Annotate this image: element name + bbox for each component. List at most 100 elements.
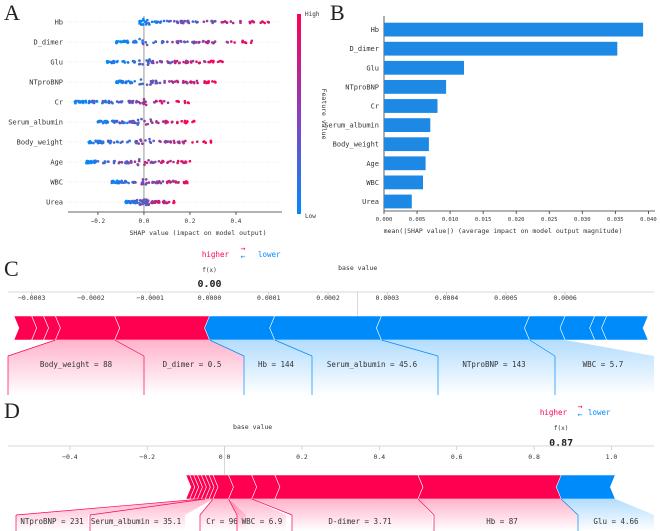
panel-a-point [112,161,116,165]
panel-a-xtick-label: 0.0 [139,218,150,225]
panel-a-point [168,80,171,83]
panel-a-point [181,160,184,163]
panel-c-label-hb-144-zone [209,340,312,395]
panel-a-point [140,117,143,121]
panel-a-plot: −0.2 0.0 0.2 0.4 Hb D_dimer Glu NTproBNP Cr Serum… [8,16,282,225]
panel-a-point [105,119,108,123]
panel-a-point [113,60,116,63]
panel-a-point [148,59,152,62]
panel-a-point [209,141,213,144]
panel-a-point [117,40,121,43]
panel-a-point [154,40,158,43]
panel-a-xtick-label: −0.2 [91,218,106,225]
panel-a-point [148,23,151,26]
panel-d-label-serum-albumin-35-1: Serum_albumin = 35.1 [91,517,181,526]
panel-b-xtick-label: 0.005 [409,217,426,223]
panel-a-point [172,139,176,143]
panel-a-point [172,160,175,164]
panel-c-fx-label: f(x) [202,267,216,274]
panel-a-point [198,61,202,64]
panel-b-category-label-urea: Urea [362,198,379,206]
panel-a-point [160,101,164,105]
panel-a-point [92,100,95,103]
panel-c-tick-label: −0.0002 [77,294,104,302]
panel-d-fx-label: f(x) [554,425,568,432]
panel-a-point [101,121,105,125]
panel-a-point [111,101,114,105]
panel-a-point [106,160,110,163]
panel-a-point [162,40,165,44]
panel-c-label-serum-albumin-45-6-guide [274,339,313,357]
panel-a-point [183,101,187,105]
panel-a-feature-label-hb: Hb [55,19,63,27]
panel-a-point [115,119,119,123]
panel-a-xtick-label: 0.4 [231,218,242,225]
panel-a-point [205,41,209,45]
panel-a-point [133,39,137,43]
panel-a-point [162,160,165,163]
panel-a-point [126,61,130,64]
panel-a-point [142,97,146,101]
panel-a-point [180,119,183,123]
panel-label-d: D [4,398,20,423]
panel-a-point [180,21,183,25]
panel-a-point [207,40,211,43]
panel-a-point [126,40,129,43]
panel-d-tick-label: −0.2 [139,453,155,461]
panel-a-point [147,181,151,184]
panel-a-point [136,118,140,122]
panel-c-tick-label: −0.0003 [18,294,45,302]
panel-a-point [139,199,143,202]
panel-a-point [112,141,116,144]
panel-c-label-body-weight-88-zone [8,340,144,395]
panel-a-point [152,61,155,65]
panel-a-point [214,81,217,84]
panel-a-point [229,20,233,23]
panel-a-point [164,201,168,204]
panel-a-point [175,40,179,43]
panel-b-bar-d-dimer [384,41,618,56]
panel-a-point [125,201,129,204]
panel-c-label-serum-albumin-45-6-zone [274,340,438,395]
panel-b-xtick-label: 0.010 [442,217,459,223]
panel-a-point [155,120,158,123]
panel-c-fx-value: 0.00 [197,279,221,290]
panel-a-feature-label-age: Age [50,159,63,167]
panel-a-point [109,139,112,143]
panel-a-point [185,180,189,184]
panel-a-point [144,123,148,126]
panel-a-point [214,19,217,23]
panel-c-lower-segment [524,315,566,341]
panel-a-point [183,181,187,185]
panel-a-point [124,161,127,164]
panel-a-point [162,120,166,123]
panel-a-point [191,120,194,124]
panel-a-point [163,140,167,144]
panel-c-label-hb-144: Hb = 144 [258,360,295,369]
panel-a-point [231,21,235,25]
panel-a-point [176,159,180,163]
panel-b-category-label-age: Age [366,160,379,168]
panel-a-point [145,43,149,47]
panel-a-point [233,41,236,44]
panel-a-point [142,100,146,103]
panel-a-point [152,41,155,45]
panel-a-point [127,79,130,83]
panel-d-tick-label: 0.6 [451,453,463,461]
panel-a-point [122,181,125,185]
panel-a-point [183,19,187,23]
panel-a-point [120,161,124,164]
panel-d-label-ntprobnp-231: NTproBNP = 231 [20,517,83,526]
panel-d-higher-segment [274,474,424,500]
panel-c-label-body-weight-88-guide [7,339,56,357]
panel-a-feature-label-cr: Cr [55,99,63,107]
panel-a-point [149,120,153,123]
panel-a-point [212,41,215,45]
panel-a-point [169,61,172,65]
panel-a-point [224,20,227,24]
panel-a-feature-label-d-dimer: D_dimer [33,39,63,47]
panel-a-point [211,80,214,83]
panel-a-point [203,80,206,83]
panel-a-point [107,99,111,103]
panel-a-point [212,59,215,63]
